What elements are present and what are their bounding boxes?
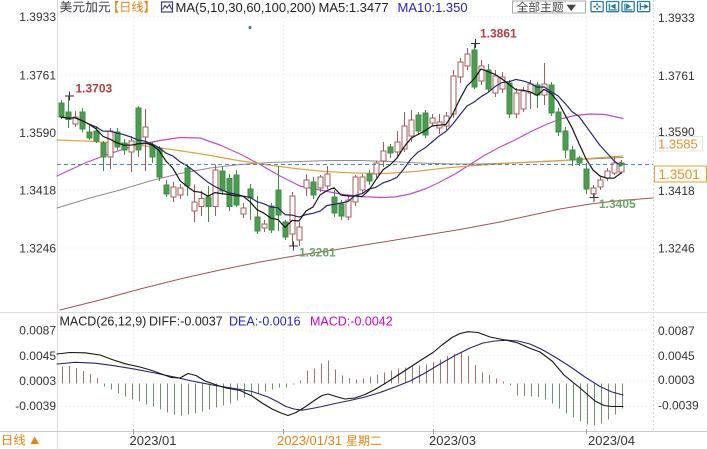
svg-text:1.3405: 1.3405 [599,197,636,211]
svg-text:1.3585: 1.3585 [658,136,698,151]
svg-text:MA5:1.3477: MA5:1.3477 [319,0,389,15]
svg-text:MACD(26,12,9): MACD(26,12,9) [60,315,147,329]
svg-text:2023/01: 2023/01 [130,433,177,448]
svg-text:0.0003: 0.0003 [658,373,695,387]
svg-text:MA10:1.350: MA10:1.350 [398,0,468,15]
svg-text:1.3703: 1.3703 [76,82,113,96]
svg-text:1.3246: 1.3246 [658,241,695,255]
svg-text:1.3861: 1.3861 [480,27,517,41]
svg-text:1.3761: 1.3761 [19,68,56,82]
svg-text:0.0003: 0.0003 [19,374,56,388]
svg-text:1.3501: 1.3501 [659,167,700,182]
svg-text:1.3246: 1.3246 [19,241,56,255]
svg-text:2023/01/31: 2023/01/31 [277,433,342,448]
svg-text:2023/04: 2023/04 [588,433,635,448]
svg-text:1.3933: 1.3933 [658,11,695,25]
svg-text:MA(5,10,30,60,100,200): MA(5,10,30,60,100,200) [176,0,316,15]
svg-text:1.3261: 1.3261 [299,246,336,260]
svg-text:-0.0039: -0.0039 [658,398,699,412]
svg-text:-0.0039: -0.0039 [15,399,56,413]
svg-text:0.0045: 0.0045 [658,349,695,363]
svg-text:DIFF:-0.0037: DIFF:-0.0037 [149,315,223,329]
svg-text:0.0087: 0.0087 [658,324,695,338]
svg-text:1.3590: 1.3590 [19,126,56,140]
svg-text:1.3418: 1.3418 [19,183,56,197]
svg-text:0.0087: 0.0087 [19,323,56,337]
svg-text:1.3761: 1.3761 [658,69,695,83]
svg-text:1.3418: 1.3418 [658,184,695,198]
svg-text:DEA:-0.0016: DEA:-0.0016 [229,315,301,329]
svg-text:2023/03: 2023/03 [429,433,476,448]
svg-text:1.3933: 1.3933 [19,10,56,24]
svg-text:0.0045: 0.0045 [19,349,56,363]
svg-text:MACD:-0.0042: MACD:-0.0042 [310,315,393,329]
svg-text:1.3590: 1.3590 [658,125,695,139]
